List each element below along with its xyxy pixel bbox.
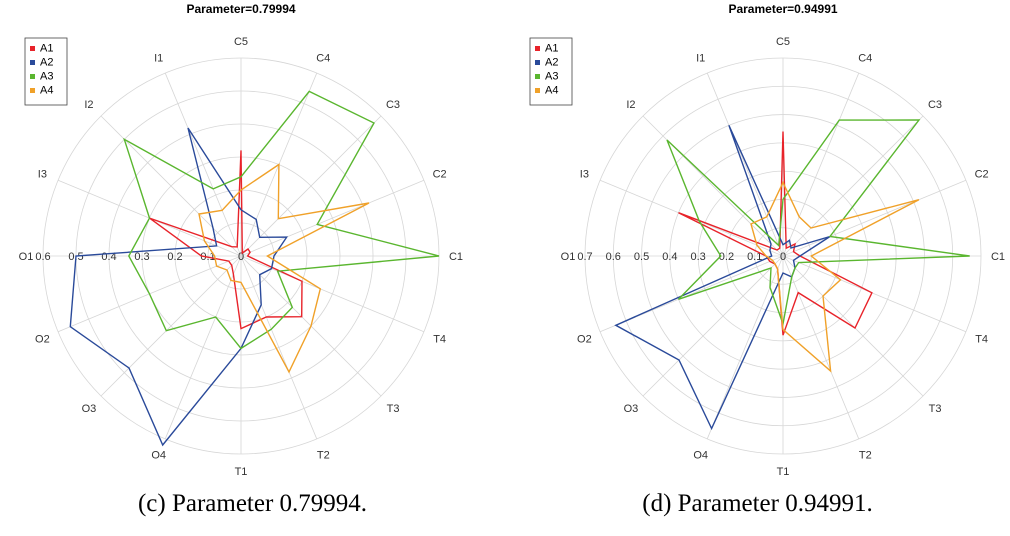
series-line (123, 90, 440, 350)
axis-label: I2 (84, 99, 93, 111)
legend-label: A1 (545, 43, 558, 55)
radial-tick-label: 0.2 (167, 251, 182, 263)
axis-label: I2 (626, 99, 635, 111)
axis-label: C3 (386, 99, 400, 111)
axis-label: T3 (387, 403, 400, 415)
chart-title: Parameter=0.94991 (728, 2, 837, 16)
axis-label: C5 (776, 36, 790, 48)
axis-label: C2 (433, 169, 447, 181)
axis-label: T4 (975, 333, 988, 345)
series-line (666, 119, 970, 327)
axis-label: C3 (928, 99, 942, 111)
legend: A1 A2 A3 A4 (529, 37, 573, 106)
legend-swatch (535, 60, 540, 65)
axis-label: I3 (580, 169, 589, 181)
axis-label: T1 (235, 466, 248, 478)
legend-label: A2 (40, 57, 53, 69)
axis-label: O1 (19, 251, 34, 263)
grid-spoke (240, 115, 382, 257)
legend-swatch (535, 74, 540, 79)
legend-label: A1 (40, 43, 53, 55)
series-line (750, 180, 920, 373)
axis-label: O3 (82, 403, 97, 415)
grid-spoke (164, 255, 242, 440)
series-line (69, 127, 289, 447)
axis-label: O4 (693, 450, 708, 462)
chart-title: Parameter=0.79994 (186, 2, 295, 16)
axis-label: I1 (154, 52, 163, 64)
grid-spoke (782, 179, 967, 257)
grid-spoke (782, 72, 860, 257)
legend: A1 A2 A3 A4 (24, 37, 68, 106)
series-line (198, 163, 370, 374)
axis-label: T2 (859, 450, 872, 462)
radial-tick-label: 0.5 (634, 251, 649, 263)
radial-tick-label: 0.3 (134, 251, 149, 263)
axis-label: C4 (858, 52, 872, 64)
radial-tick-label: 0.7 (577, 251, 592, 263)
axis-label: T2 (317, 450, 330, 462)
radial-tick-label: 0.3 (690, 251, 705, 263)
radial-tick-label: 0.2 (719, 251, 734, 263)
radial-tick-label: 0.6 (606, 251, 621, 263)
axis-label: O3 (624, 403, 639, 415)
grid-spoke (240, 255, 318, 440)
axis-label: O1 (561, 251, 576, 263)
radial-tick-label: 0.6 (35, 251, 50, 263)
grid-spoke (782, 255, 967, 333)
radial-tick-labels: 0 0.1 0.2 0.3 0.4 0.5 0.6 0.7 (577, 251, 786, 263)
grid-spoke (240, 179, 425, 257)
grid-spoke (706, 72, 784, 257)
axis-label: T3 (929, 403, 942, 415)
axis-label: T1 (777, 466, 790, 478)
grid-spoke (100, 255, 242, 397)
axis-label: C1 (991, 251, 1005, 263)
axis-label: T4 (433, 333, 446, 345)
axis-label: C5 (234, 36, 248, 48)
radar-chart-svg: 0 0.1 0.2 0.3 0.4 0.5 0.6 0.7 C1 C2 C3 C4 C5 I1 I2 I3 O1… (529, 2, 1005, 478)
axis-label: C4 (316, 52, 330, 64)
radial-tick-label: 0 (238, 251, 244, 263)
radial-tick-label: 0 (780, 251, 786, 263)
legend-swatch (535, 46, 540, 51)
chart-panel: 0 0.1 0.2 0.3 0.4 0.5 0.6 0.7 C1 C2 C3 C4 C5 I1 I2 I3 O1… (505, 0, 1010, 536)
axis-labels: C1 C2 C3 C4 C5 I1 I2 I3 O1 O2 O3 O4 T1 T2 T3 T4 (19, 36, 463, 478)
legend-swatch (30, 74, 35, 79)
grid-spoke (642, 115, 784, 257)
grid-spoke (706, 255, 784, 440)
legend-label: A3 (40, 71, 53, 83)
radial-tick-label: 0.4 (662, 251, 677, 263)
series-line (614, 125, 831, 431)
grid-spoke (782, 255, 860, 440)
radar-chart-svg: 00.10.20.30.40.50.6 C1C2C3C4C5I1I2I3O1O2O… (19, 2, 463, 478)
radial-tick-label: 0.1 (747, 251, 762, 263)
legend-label: A2 (545, 57, 558, 69)
axis-label: I3 (38, 169, 47, 181)
axis-label: O2 (577, 333, 592, 345)
axis-label: O2 (35, 333, 50, 345)
figure-caption: (c) Parameter 0.79994. (137, 490, 368, 517)
legend-swatch (535, 88, 540, 93)
chart-panel: 0 0.1 0.2 0.3 0.4 0.5 0.6 C1 C2 C3 C4 C5 I1 I2 I3 O1 O2 O… (19, 2, 463, 517)
legend-swatch (30, 46, 35, 51)
legend-swatch (30, 60, 35, 65)
axis-label: I1 (696, 52, 705, 64)
axis-label: O4 (151, 450, 166, 462)
grid-spoke (240, 255, 425, 333)
legend-label: A4 (545, 85, 558, 97)
grid-spoke (782, 115, 924, 257)
legend-label: A4 (40, 85, 53, 97)
axis-label: C1 (449, 251, 463, 263)
axis-label: C2 (975, 169, 989, 181)
grid-spoke (164, 72, 242, 257)
grid-spoke (642, 255, 784, 397)
series-line (149, 150, 303, 330)
figure-caption: (d) Parameter 0.94991. (642, 490, 873, 517)
axis-labels: C1 C2 C3 C4 C5 I1 I2 I3 O1 O2 O3 O4 T1 T2 T3 T4 (561, 36, 1005, 478)
legend-swatch (30, 88, 35, 93)
legend-label: A3 (545, 71, 558, 83)
